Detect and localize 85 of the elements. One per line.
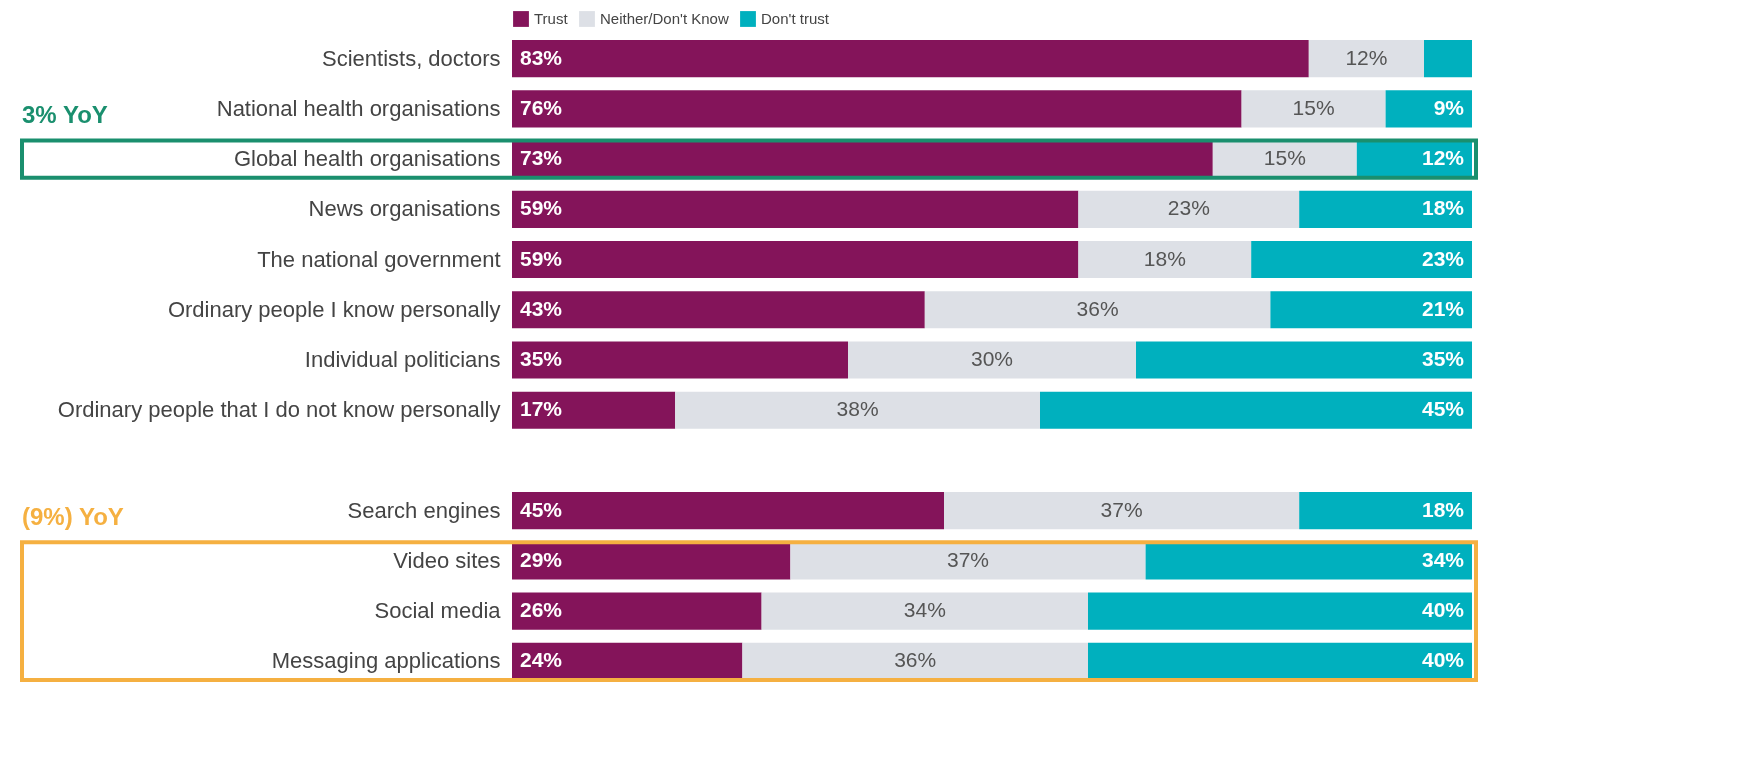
text: 3% YoY: [22, 101, 108, 129]
data-label: 36%: [1076, 296, 1119, 320]
bar: [512, 240, 1079, 279]
data-label: 40%: [1421, 598, 1465, 622]
data-label: 18%: [1421, 196, 1465, 220]
bar: [512, 391, 676, 429]
y-tick-label: Ordinary people that I do not know personally: [57, 397, 501, 423]
data-label: 18%: [1421, 497, 1465, 521]
data-label: 35%: [520, 347, 563, 370]
bar: [512, 492, 944, 530]
data-label: 76%: [520, 95, 563, 119]
bar: [512, 592, 762, 630]
bar: [924, 291, 1271, 329]
y-tick-label: Scientists, doctors: [321, 45, 501, 71]
data-label: 34%: [1421, 547, 1465, 571]
data-label: 83%: [520, 45, 563, 69]
text: (9%) YoY: [22, 503, 124, 531]
bar: [512, 542, 791, 580]
y-tick-label: National health organisations: [216, 95, 501, 121]
data-label: 37%: [1100, 497, 1143, 521]
bar: [512, 291, 925, 329]
data-label: 59%: [520, 196, 563, 220]
data-label: 40%: [1421, 648, 1465, 672]
bar: [742, 642, 1088, 680]
y-tick-label: The national government: [257, 246, 501, 272]
y-tick-label: Video sites: [393, 547, 501, 573]
data-label: 36%: [894, 648, 937, 672]
bar: [1241, 90, 1386, 128]
bar: [1088, 642, 1472, 680]
bar: [1088, 592, 1472, 630]
bar: [1424, 40, 1472, 78]
bar: [1270, 291, 1472, 329]
bar: [1145, 542, 1472, 580]
bar: [1078, 190, 1300, 228]
data-label: 45%: [1421, 397, 1465, 421]
y-tick-label: Messaging applications: [271, 648, 501, 674]
y-tick-label: Search engines: [347, 497, 501, 523]
data-label: 23%: [1421, 246, 1465, 270]
data-label: 15%: [1263, 146, 1306, 170]
bar: [1136, 341, 1472, 379]
legend-label: Don't trust: [761, 10, 830, 27]
data-label: 9%: [1433, 95, 1465, 119]
data-label: 38%: [836, 397, 879, 421]
bar: [512, 90, 1242, 128]
data-label: 15%: [1292, 95, 1335, 119]
bar: [1040, 391, 1472, 429]
legend-label: Trust: [534, 10, 569, 27]
data-label: 17%: [520, 397, 563, 421]
bar: [1299, 492, 1472, 530]
bar: [512, 642, 743, 680]
bar: [675, 391, 1040, 429]
data-label: 59%: [520, 246, 563, 270]
bar: [1385, 90, 1472, 128]
bar: [512, 40, 1309, 78]
data-label: 29%: [520, 547, 563, 571]
legend-label: Neither/Don't Know: [600, 10, 729, 27]
data-label: 12%: [1345, 45, 1388, 69]
y-tick-label: Social media: [374, 598, 502, 624]
data-label: 12%: [1421, 146, 1465, 170]
data-label: 26%: [520, 598, 563, 622]
data-label: 43%: [520, 296, 563, 320]
data-label: 30%: [970, 347, 1014, 370]
bar: [1299, 190, 1472, 228]
y-tick-label: Global health organisations: [233, 146, 501, 172]
bar: [790, 542, 1146, 580]
data-label: 18%: [1143, 246, 1186, 270]
data-label: 35%: [1421, 347, 1465, 370]
bar: [848, 341, 1136, 379]
y-tick-label: Ordinary people I know personally: [167, 296, 501, 322]
y-tick-label: Individual politicians: [304, 347, 501, 372]
bar: [1078, 240, 1252, 279]
data-label: 34%: [903, 598, 946, 622]
data-label: 21%: [1421, 296, 1465, 320]
y-tick-label: News organisations: [308, 196, 501, 222]
bar: [761, 592, 1088, 630]
data-label: 45%: [520, 497, 563, 521]
data-label: 37%: [946, 547, 990, 571]
bar: [944, 492, 1300, 530]
data-label: 24%: [520, 648, 563, 672]
bar: [1308, 40, 1424, 78]
bar: [1251, 240, 1472, 279]
bar: [512, 190, 1079, 228]
data-label: 23%: [1167, 196, 1210, 220]
data-label: 73%: [520, 146, 563, 170]
bar: [512, 341, 848, 379]
